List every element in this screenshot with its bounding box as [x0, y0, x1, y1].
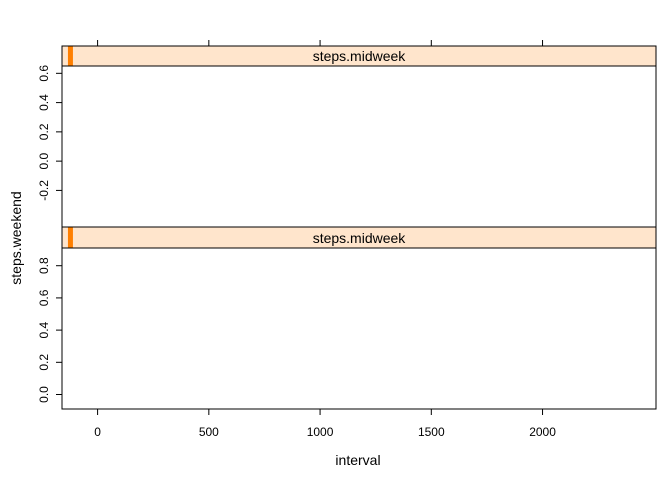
- strip-label-2: steps.midweek: [313, 230, 407, 246]
- chart-layer: steps.midweek -0.2 0.0 0.2 0.4 0.6 steps.midwe…: [37, 40, 657, 439]
- y-tick-label-2-0: 0.0: [37, 386, 51, 403]
- strip-indicator-1: [67, 46, 73, 66]
- x-axis-title: interval: [335, 452, 380, 468]
- y-tick-label-2-4: 0.8: [37, 257, 51, 274]
- x-tick-label-1: 500: [199, 425, 219, 439]
- strip-indicator-2: [67, 227, 73, 248]
- y-axis-title: steps.weekend: [8, 191, 24, 284]
- y-tick-label-1-0: -0.2: [37, 180, 51, 201]
- y-tick-label-1-3: 0.4: [37, 94, 51, 111]
- strip-background-1: [62, 46, 656, 66]
- y-tick-label-1-4: 0.6: [37, 65, 51, 82]
- x-tick-label-3: 1500: [418, 425, 445, 439]
- y-tick-label-2-2: 0.4: [37, 321, 51, 338]
- panel-frame-1: [61, 65, 657, 228]
- x-tick-label-4: 2000: [529, 425, 556, 439]
- y-tick-label-1-2: 0.2: [37, 123, 51, 140]
- strip-background-2: [62, 227, 656, 248]
- y-tick-label-2-1: 0.2: [37, 354, 51, 371]
- y-tick-label-2-3: 0.6: [37, 289, 51, 306]
- x-tick-label-0: 0: [94, 425, 101, 439]
- strip-label-1: steps.midweek: [313, 48, 407, 64]
- y-tick-label-1-1: 0.0: [37, 152, 51, 169]
- panel-frame-2: [61, 247, 657, 410]
- x-tick-label-2: 1000: [307, 425, 334, 439]
